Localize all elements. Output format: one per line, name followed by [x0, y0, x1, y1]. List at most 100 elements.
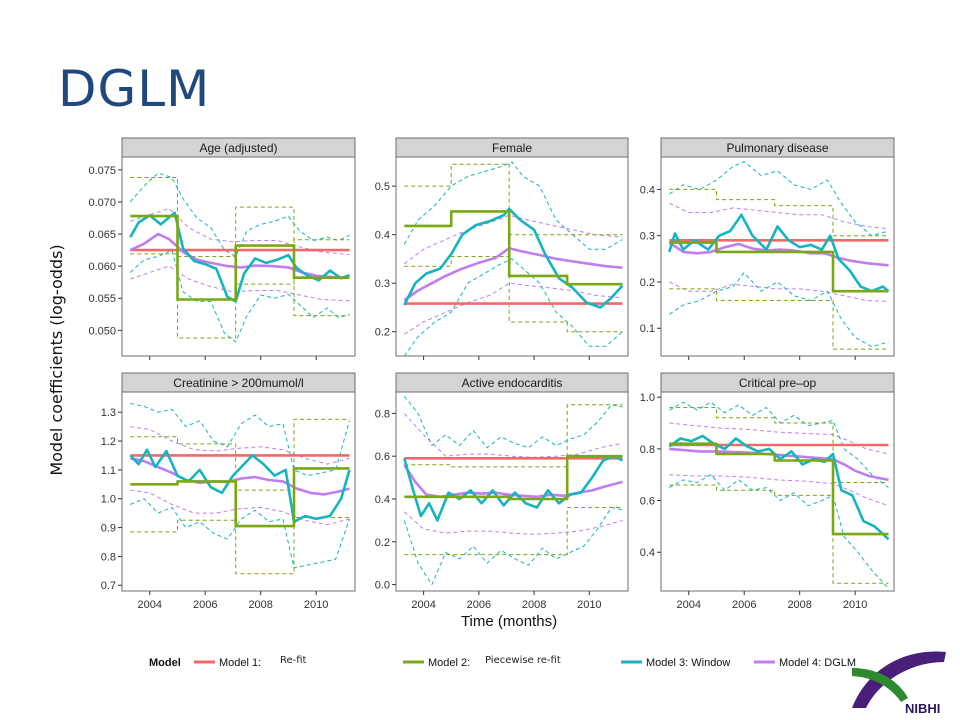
panel-female-model4-band-lower [404, 282, 623, 335]
panel-pulmonary-disease-model4-line [668, 241, 889, 267]
panel-creatinine-200mumol-l-model2-band-upper [130, 418, 350, 491]
panel-female-model3-band-lower [403, 258, 623, 356]
panel-critical-pre-op-model2-line [669, 442, 889, 536]
panel-creatinine-200mumol-l-ytick-label: 1.0 [101, 494, 116, 506]
panel-female-area [395, 156, 629, 357]
panel-age-adjusted-title: Age (adjusted) [199, 141, 277, 155]
panel-creatinine-200mumol-l-model4-band-upper [130, 426, 350, 465]
panel-pulmonary-disease-area [660, 156, 895, 357]
panel-active-endocarditis-area [395, 391, 629, 592]
panel-active-endocarditis: Active endocarditis 0.0 0.2 0.4 0.6 0.8 2004 20… [375, 372, 629, 611]
panel-critical-pre-op-model2-band-lower [669, 484, 889, 584]
panel-active-endocarditis-ytick-label: 0.0 [375, 580, 390, 592]
x-axis-label: Time (months) [461, 613, 557, 630]
panel-active-endocarditis-xtick-label: 2008 [522, 599, 546, 611]
legend-label-model3: Model 3: Window [646, 657, 730, 669]
panel-critical-pre-op: Critical pre–op 0.4 0.6 0.8 1.0 2004 2006 2008 2… [640, 372, 895, 611]
panel-active-endocarditis-ytick-label: 0.8 [375, 408, 390, 420]
panel-critical-pre-op-xtick-label: 2006 [732, 599, 756, 611]
panel-creatinine-200mumol-l-ytick-label: 0.9 [101, 523, 116, 535]
slide-title: DGLM [58, 60, 211, 118]
panel-active-endocarditis-ytick-label: 0.4 [375, 494, 390, 506]
panel-pulmonary-disease-ytick-label: 0.2 [640, 277, 655, 289]
legend-label-model4: Model 4: DGLM [779, 657, 856, 669]
panel-creatinine-200mumol-l-ytick-label: 1.3 [101, 407, 116, 419]
panel-female-model4-band-upper [403, 214, 623, 265]
panel-active-endocarditis-xtick-label: 2010 [577, 599, 601, 611]
panel-active-endocarditis-model4-band-upper [403, 413, 623, 458]
panel-creatinine-200mumol-l-xtick-label: 2010 [304, 599, 328, 611]
panel-age-adjusted-ytick-label: 0.070 [88, 197, 116, 209]
panel-pulmonary-disease-model2-band-upper [669, 188, 889, 237]
panel-female-model2-band-upper [404, 163, 623, 236]
panel-female-ytick-label: 0.3 [375, 278, 390, 290]
panel-pulmonary-disease-model2-line [669, 241, 889, 293]
legend-label-model2: Model 2: [428, 657, 470, 669]
legend-note-model1: Re-fit [280, 655, 307, 666]
panel-critical-pre-op-model4-line [669, 447, 889, 482]
panel-female-title: Female [492, 141, 532, 155]
panel-critical-pre-op-ytick-label: 0.6 [640, 496, 655, 508]
panel-creatinine-200mumol-l-xtick-label: 2006 [193, 599, 217, 611]
panel-critical-pre-op-xtick-label: 2004 [676, 599, 700, 611]
panel-age-adjusted-ytick-label: 0.050 [88, 325, 116, 337]
panel-age-adjusted-model4-band-upper [130, 207, 350, 256]
panel-critical-pre-op-xtick-label: 2008 [787, 599, 811, 611]
logo-text: NIBHI [905, 701, 940, 716]
panel-critical-pre-op-ytick-label: 0.8 [640, 444, 655, 456]
panel-creatinine-200mumol-l-ytick-label: 1.1 [101, 465, 116, 477]
panel-active-endocarditis-model4-band-lower [403, 511, 623, 535]
panel-critical-pre-op-series [668, 401, 890, 589]
panel-creatinine-200mumol-l-model2-line [130, 467, 350, 528]
panel-active-endocarditis-xtick-label: 2004 [411, 599, 435, 611]
panel-female-ytick-label: 0.2 [375, 327, 390, 339]
panel-active-endocarditis-model2-band-upper [404, 404, 623, 468]
panel-creatinine-200mumol-l-xtick-label: 2004 [137, 599, 161, 611]
panel-creatinine-200mumol-l-area [121, 391, 356, 592]
panel-active-endocarditis-title: Active endocarditis [462, 376, 563, 390]
panel-pulmonary-disease-model3-line [668, 213, 890, 293]
panel-female-ytick-label: 0.4 [375, 230, 390, 242]
panel-pulmonary-disease-ytick-label: 0.3 [640, 231, 655, 243]
panel-critical-pre-op-ytick-label: 1.0 [640, 392, 655, 404]
panel-female-model2-band-lower [404, 256, 623, 333]
legend-note-model2: Piecewise re-fit [485, 655, 561, 666]
panel-creatinine-200mumol-l-ytick-label: 0.7 [101, 580, 116, 592]
panel-age-adjusted-model4-band-lower [130, 265, 350, 302]
panel-active-endocarditis-model3-band-lower [403, 507, 623, 586]
panel-pulmonary-disease-ytick-label: 0.4 [640, 184, 655, 196]
panel-female-ytick-label: 0.5 [375, 181, 390, 193]
panel-active-endocarditis-model2-band-lower [404, 507, 623, 556]
panel-creatinine-200mumol-l-title: Creatinine > 200mumol/l [173, 376, 303, 390]
y-axis-label: Model coefficients (log-odds) [47, 244, 66, 475]
panel-female-model2-line [404, 210, 623, 286]
panel-pulmonary-disease-model4-band-upper [669, 202, 889, 230]
nibhi-logo: NIBHI [852, 651, 946, 716]
panel-creatinine-200mumol-l-ytick-label: 0.8 [101, 551, 116, 563]
panel-age-adjusted-model4-line [129, 232, 350, 279]
panel-critical-pre-op-area [660, 391, 895, 592]
panel-critical-pre-op-title: Critical pre–op [739, 376, 817, 390]
panel-age-adjusted-ytick-label: 0.055 [88, 293, 116, 305]
legend-title: Model [149, 657, 181, 669]
panel-active-endocarditis-series [403, 395, 624, 586]
panel-active-endocarditis-ytick-label: 0.2 [375, 537, 390, 549]
panel-female-series [403, 161, 624, 356]
panel-pulmonary-disease: Pulmonary disease 0.1 0.2 0.3 0.4 [640, 137, 895, 360]
panel-pulmonary-disease-model4-band-lower [669, 281, 889, 302]
panel-critical-pre-op-model3-line [668, 434, 890, 541]
panels-layer: Age (adjusted) 0.050 0.055 0.060 0.065 0.070 0… [88, 137, 895, 611]
panel-pulmonary-disease-title: Pulmonary disease [726, 141, 828, 155]
panel-creatinine-200mumol-l-series [129, 403, 351, 575]
panel-active-endocarditis-model2-line [404, 454, 623, 501]
legend-label-model1: Model 1: [219, 657, 261, 669]
panel-creatinine-200mumol-l-xtick-label: 2008 [248, 599, 272, 611]
panel-pulmonary-disease-ytick-label: 0.1 [640, 323, 655, 335]
panel-creatinine-200mumol-l-model3-band-lower [130, 498, 350, 569]
logo-swoosh-green [852, 668, 908, 702]
panel-age-adjusted-model2-line [130, 214, 350, 301]
panel-active-endocarditis-ytick-label: 0.6 [375, 451, 390, 463]
panel-creatinine-200mumol-l-model4-band-lower [130, 489, 350, 526]
panel-creatinine-200mumol-l-model3-line [129, 448, 351, 524]
